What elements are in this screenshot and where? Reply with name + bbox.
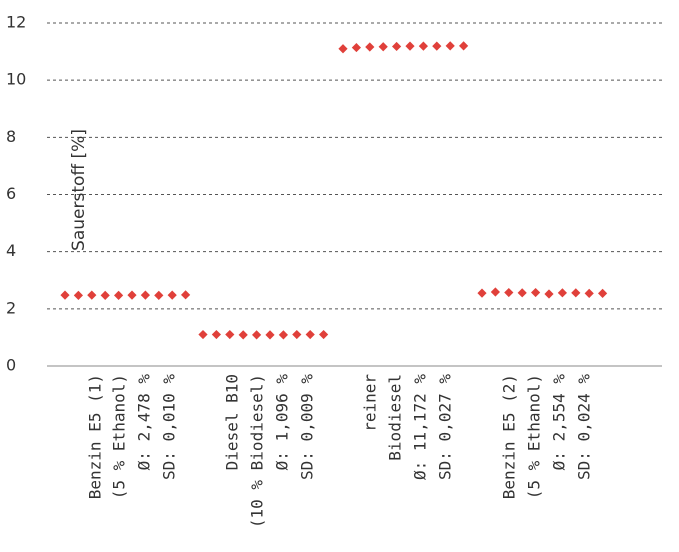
data-points [60, 41, 608, 340]
data-point [60, 290, 70, 300]
data-point [418, 41, 428, 51]
data-point [198, 329, 208, 340]
y-tick-label: 10 [6, 70, 26, 89]
y-tick-label: 12 [6, 13, 26, 32]
data-point [73, 290, 83, 300]
data-point [392, 41, 402, 52]
data-point [531, 287, 541, 298]
category-label-line: (5 % Ethanol) [525, 374, 544, 499]
data-point [351, 42, 361, 53]
category-label-line: Ø: 11,172 % [411, 374, 430, 480]
y-tick-label: 8 [6, 127, 16, 146]
category-label-line: SD: 0,009 % [298, 374, 317, 480]
data-point [477, 288, 487, 298]
category-label-line: (10 % Biodiesel) [248, 374, 267, 528]
category-labels: Benzin E5 (1) (5 % Ethanol) Ø: 2,478 % SD: … [86, 374, 594, 528]
data-point [225, 329, 235, 340]
data-point [459, 41, 469, 51]
data-point [265, 330, 275, 340]
category-label-line: Ø: 2,554 % [550, 374, 569, 471]
category-label-line: SD: 0,024 % [575, 374, 594, 480]
category-label-line: (5 % Ethanol) [110, 374, 129, 499]
y-tick-label: 6 [6, 184, 16, 203]
data-point [319, 329, 329, 340]
data-point [238, 330, 248, 340]
data-point [154, 290, 164, 300]
y-tick-labels: 0 2 4 6 8 10 12 [6, 13, 26, 375]
data-point [305, 329, 315, 340]
data-point [100, 290, 110, 300]
data-point [504, 287, 514, 298]
data-point [432, 41, 442, 51]
data-point [490, 287, 500, 297]
data-point [571, 288, 581, 298]
data-point [211, 329, 221, 340]
data-point [114, 290, 124, 300]
data-point [544, 289, 554, 299]
data-point [292, 329, 302, 340]
category-label-line: Benzin E5 (1) [86, 374, 105, 499]
y-tick-label: 2 [6, 298, 16, 317]
data-point [278, 330, 288, 340]
data-point [557, 288, 567, 298]
category-label-line: SD: 0,010 % [160, 374, 179, 480]
data-point [181, 290, 191, 300]
category-label-line: Biodiesel [386, 374, 405, 461]
data-point [338, 44, 348, 54]
y-tick-label: 4 [6, 241, 16, 260]
data-point [365, 42, 375, 52]
data-point [445, 41, 455, 51]
y-tick-label: 0 [6, 356, 16, 375]
y-axis-label: Sauerstoff [%] [69, 129, 89, 251]
data-point [87, 290, 97, 300]
data-point [517, 288, 527, 298]
category-label-line: SD: 0,027 % [436, 374, 455, 480]
category-label-line: Ø: 1,096 % [273, 374, 292, 471]
data-point [167, 290, 177, 300]
data-point [598, 288, 608, 298]
data-point [127, 290, 137, 300]
category-label-line: Diesel B10 [223, 374, 242, 470]
category-label-line: reiner [361, 374, 380, 432]
category-label-line: Benzin E5 (2) [500, 374, 519, 499]
data-point [378, 42, 388, 52]
data-point [405, 41, 415, 51]
category-label-line: Ø: 2,478 % [135, 374, 154, 471]
data-point [584, 288, 594, 298]
data-point [252, 330, 262, 340]
grid-lines [47, 22, 662, 367]
data-point [140, 290, 150, 300]
